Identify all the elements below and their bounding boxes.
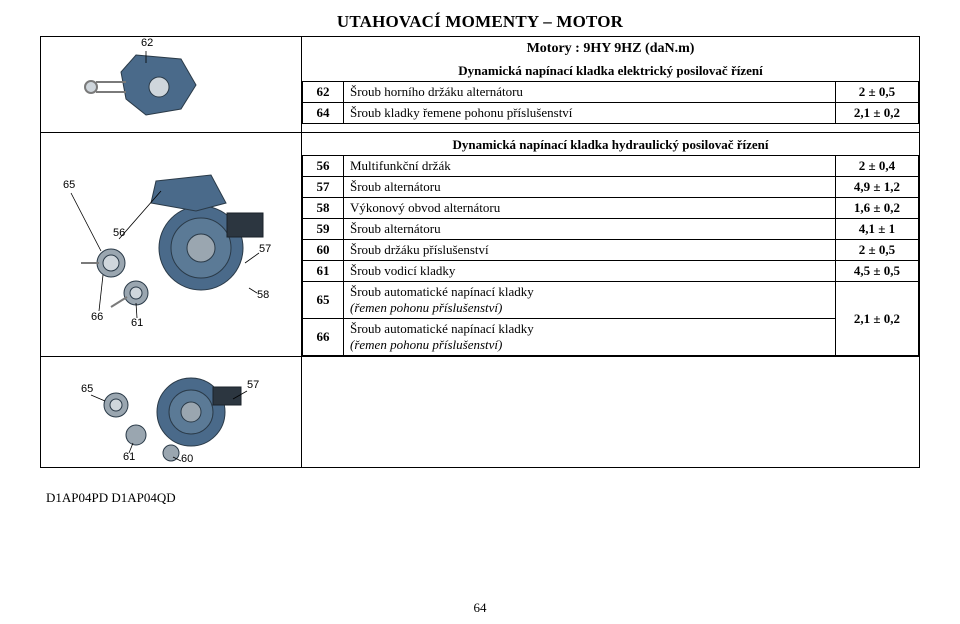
row-label: Šroub kladky řemene pohonu příslušenství — [344, 103, 836, 124]
diagram-2-label-57: 57 — [259, 243, 271, 255]
diagram-2-shape — [71, 175, 263, 318]
row-val: 2 ± 0,5 — [836, 82, 919, 103]
row-num: 58 — [303, 198, 344, 219]
table-row: 57 Šroub alternátoru 4,9 ± 1,2 — [303, 177, 919, 198]
row-label-ital: (řemen pohonu příslušenství) — [350, 337, 502, 352]
row-label: Šroub alternátoru — [344, 177, 836, 198]
diagram-2-label-65: 65 — [63, 179, 75, 191]
row-val: 2 ± 0,5 — [836, 240, 919, 261]
row-label: Šroub držáku příslušenství — [344, 240, 836, 261]
section-1-title: Dynamická napínací kladka elektrický pos… — [302, 59, 919, 81]
diagram-1-shape — [85, 51, 196, 115]
row-label: Šroub vodicí kladky — [344, 261, 836, 282]
diagram-2-label-61: 61 — [131, 317, 143, 329]
row-label-text: Šroub automatické napínací kladky — [350, 321, 534, 336]
row-val: 4,5 ± 0,5 — [836, 261, 919, 282]
empty-cell — [302, 357, 920, 468]
diagram-2-label-58: 58 — [257, 289, 269, 301]
section-2-title: Dynamická napínací kladka hydraulický po… — [302, 133, 919, 155]
table-row: 60 Šroub držáku příslušenství 2 ± 0,5 — [303, 240, 919, 261]
row-num: 64 — [303, 103, 344, 124]
row-label: Šroub alternátoru — [344, 219, 836, 240]
diagram-2-label-66: 66 — [91, 311, 103, 323]
row-label: Šroub automatické napínací kladky (řemen… — [344, 319, 836, 356]
row-num: 62 — [303, 82, 344, 103]
table-row: 64 Šroub kladky řemene pohonu příslušens… — [303, 103, 919, 124]
table-row: 58 Výkonový obvod alternátoru 1,6 ± 0,2 — [303, 198, 919, 219]
diagram-3-shape — [91, 378, 247, 461]
table-row: 61 Šroub vodicí kladky 4,5 ± 0,5 — [303, 261, 919, 282]
diagram-3-label-57: 57 — [247, 379, 259, 391]
row-val: 2,1 ± 0,2 — [836, 103, 919, 124]
table-row: 59 Šroub alternátoru 4,1 ± 1 — [303, 219, 919, 240]
table-row: 62 Šroub horního držáku alternátoru 2 ± … — [303, 82, 919, 103]
section-2-table: 56 Multifunkční držák 2 ± 0,4 57 Šroub a… — [302, 155, 919, 356]
row-num: 57 — [303, 177, 344, 198]
row-num: 61 — [303, 261, 344, 282]
table-row: 56 Multifunkční držák 2 ± 0,4 — [303, 156, 919, 177]
row-label-ital: (řemen pohonu příslušenství) — [350, 300, 502, 315]
diagram-3-label-65: 65 — [81, 383, 93, 395]
diagram-2: 65 56 66 61 57 58 — [41, 133, 301, 333]
row-val: 1,6 ± 0,2 — [836, 198, 919, 219]
row-num: 59 — [303, 219, 344, 240]
diagram-1: 62 — [41, 37, 301, 132]
row-num: 56 — [303, 156, 344, 177]
row-num: 66 — [303, 319, 344, 356]
diagram-3-label-61: 61 — [123, 451, 135, 463]
table-row: 65 Šroub automatické napínací kladky (ře… — [303, 282, 919, 319]
row-label: Multifunkční držák — [344, 156, 836, 177]
section-1-table: 62 Šroub horního držáku alternátoru 2 ± … — [302, 81, 919, 124]
row-label-text: Šroub automatické napínací kladky — [350, 284, 534, 299]
row-num: 60 — [303, 240, 344, 261]
row-val: 4,1 ± 1 — [836, 219, 919, 240]
diagram-3: 65 61 57 60 — [41, 357, 301, 467]
page-title: UTAHOVACÍ MOMENTY – MOTOR — [40, 12, 920, 32]
diagram-1-label-62: 62 — [141, 37, 153, 49]
row-label: Šroub automatické napínací kladky (řemen… — [344, 282, 836, 319]
main-table: 62 Motory : 9HY 9HZ (daN.m) Dynamická na… — [40, 36, 920, 468]
code-ids: D1AP04PD D1AP04QD — [46, 490, 920, 506]
page-number: 64 — [474, 600, 487, 616]
row-val: 2 ± 0,4 — [836, 156, 919, 177]
diagram-3-label-60: 60 — [181, 453, 193, 465]
diagram-2-label-56: 56 — [113, 227, 125, 239]
row-label: Šroub horního držáku alternátoru — [344, 82, 836, 103]
row-num: 65 — [303, 282, 344, 319]
row-val: 4,9 ± 1,2 — [836, 177, 919, 198]
subtitle: Motory : 9HY 9HZ (daN.m) — [302, 37, 919, 59]
table-row: 66 Šroub automatické napínací kladky (ře… — [303, 319, 919, 356]
row-label: Výkonový obvod alternátoru — [344, 198, 836, 219]
row-val: 2,1 ± 0,2 — [836, 282, 919, 356]
